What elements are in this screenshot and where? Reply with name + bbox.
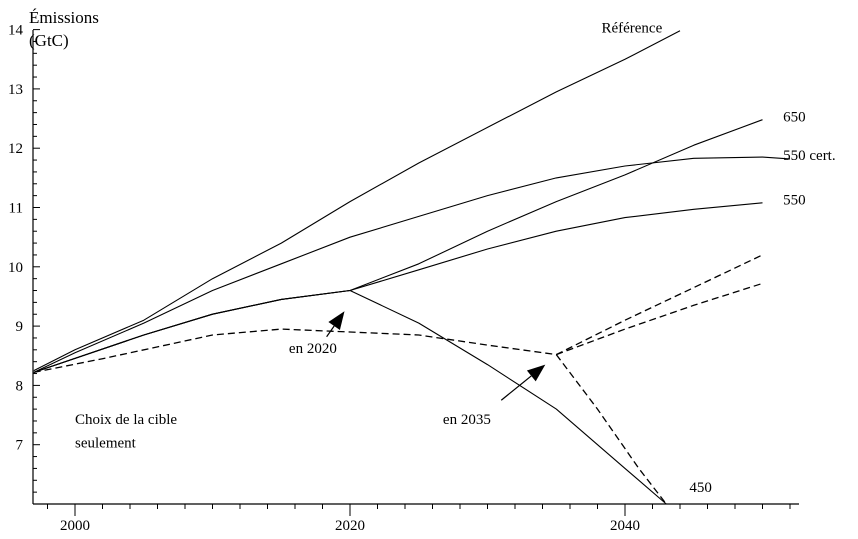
series-line-dashed-7: [555, 354, 667, 505]
y-tick-label: 14: [8, 23, 24, 39]
axes: 7 8 9 10 11 12 13 14 2000 2020 2040: [8, 23, 799, 534]
series-line-dashed-6: [556, 282, 763, 356]
arrow-shaft: [326, 325, 335, 338]
annotation-label: 550: [783, 193, 806, 209]
series-line-dashed-5: [33, 254, 763, 374]
series-line-550: [33, 202, 763, 373]
y-tick-label: 8: [16, 378, 24, 394]
y-axis-title-line2: (GtC): [29, 31, 69, 50]
y-axis-title-line1: Émissions: [29, 8, 99, 27]
y-tick-label: 13: [8, 82, 23, 98]
x-tick-label: 2020: [335, 518, 365, 534]
annotation-label: 450: [689, 480, 712, 496]
annotation-label: en 2035: [443, 412, 491, 428]
y-tick-label: 12: [8, 141, 23, 157]
arrow-shaft: [500, 375, 532, 401]
series-line-550-cert-: [33, 156, 791, 373]
series-line-450: [33, 289, 667, 505]
arrow-head: [526, 364, 546, 382]
annotation-label: Référence: [601, 21, 662, 37]
annotation-label: seulement: [75, 436, 137, 452]
annotation-label: 550 cert.: [783, 148, 835, 164]
series-line-r-f-rence: [33, 30, 681, 372]
labels-group: Référence 650 550 cert. 550 450 en 2020 en 203…: [75, 21, 836, 497]
arrows-group: [326, 311, 546, 401]
y-tick-label: 10: [8, 260, 23, 276]
annotation-label: en 2020: [289, 341, 337, 357]
arrow-head: [328, 311, 345, 330]
annotation-label: Choix de la cible: [75, 412, 177, 428]
y-tick-label: 11: [9, 201, 23, 217]
annotation-label: 650: [783, 110, 806, 126]
x-tick-label: 2040: [610, 518, 640, 534]
x-tick-label: 2000: [60, 518, 90, 534]
y-tick-label: 9: [16, 319, 24, 335]
series-group: [33, 30, 791, 505]
y-tick-label: 7: [16, 438, 24, 454]
